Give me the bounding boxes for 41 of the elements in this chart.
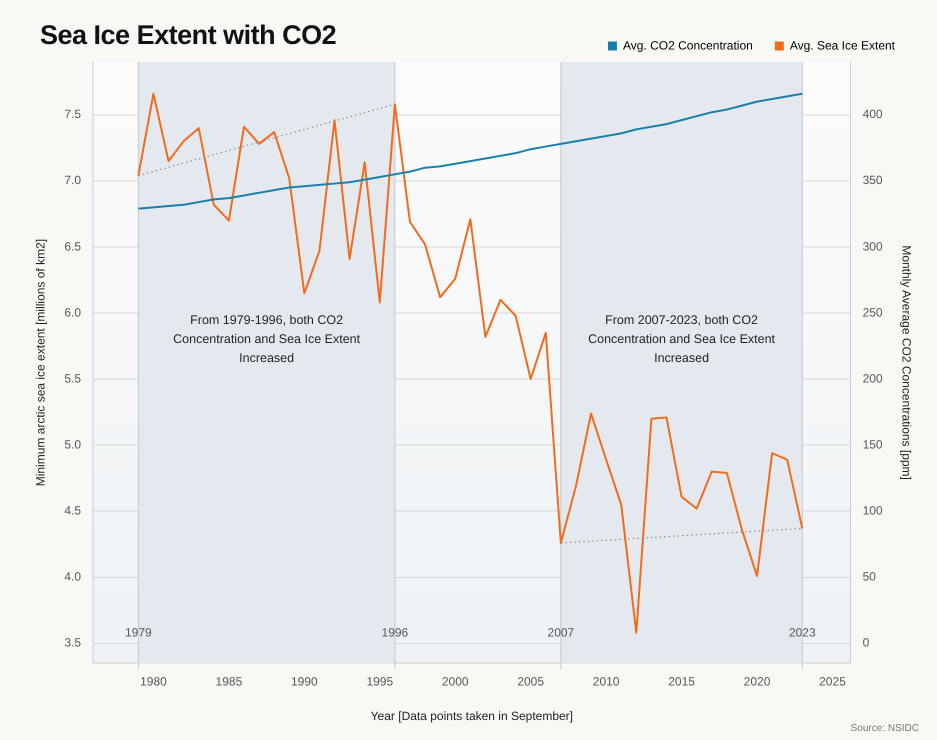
y2-tick-label: 50 <box>862 570 876 584</box>
y-tick-label: 6.0 <box>64 305 82 320</box>
y-tick-label: 4.5 <box>64 504 82 518</box>
y2-tick-label: 300 <box>862 239 883 254</box>
source-note: Source: NSIDC <box>850 722 919 734</box>
x-tick-label: 1985 <box>216 674 243 689</box>
y2-axis-title: Monthly Average CO2 Concentrations [ppm] <box>899 245 914 480</box>
x-tick-label: 1980 <box>140 674 168 689</box>
legend-label: Avg. CO2 Concentration <box>622 38 753 52</box>
x-tick-label: 1995 <box>366 674 394 689</box>
y-tick-label: 5.5 <box>64 371 82 386</box>
ref-line-label: 1996 <box>382 626 409 640</box>
ref-line-label: 2023 <box>788 626 816 640</box>
annotation: From 1979-1996, both CO2 Concentration and Sea Ice Extent Increased <box>173 312 361 365</box>
y2-tick-label: 250 <box>862 305 883 320</box>
y-tick-label: 4.0 <box>64 570 82 584</box>
x-tick-label: 2000 <box>442 674 469 689</box>
x-tick-label: 1990 <box>290 674 318 689</box>
x-tick-label: 2015 <box>668 674 696 689</box>
y-tick-label: 7.5 <box>64 107 82 122</box>
y2-tick-label: 100 <box>862 504 883 518</box>
chart-title: Sea Ice Extent with CO2 <box>40 20 336 51</box>
ref-line-label: 2007 <box>548 626 575 640</box>
annotation: From 2007-2023, both CO2 Concentration and Sea Ice Extent Increased <box>588 312 776 365</box>
y-tick-label: 3.5 <box>64 636 82 650</box>
y-tick-label: 6.5 <box>64 239 82 254</box>
ref-line-label: 1979 <box>125 626 152 640</box>
x-tick-label: 2020 <box>744 674 771 689</box>
y2-tick-label: 350 <box>862 173 883 188</box>
y2-tick-label: 400 <box>862 107 883 122</box>
y-tick-label: 5.0 <box>64 437 82 452</box>
y2-tick-label: 200 <box>862 371 883 386</box>
y2-tick-label: 150 <box>862 437 883 452</box>
x-axis-title: Year [Data points taken in September] <box>370 709 574 724</box>
y-axis-title: Minimum arctic sea ice extent [millions of km2] <box>34 238 48 486</box>
legend-label: Avg. Sea Ice Extent <box>790 38 896 52</box>
x-tick-label: 2025 <box>819 674 846 689</box>
x-tick-label: 2005 <box>517 674 544 689</box>
y-tick-label: 7.0 <box>64 173 82 188</box>
x-tick-label: 2010 <box>592 674 620 689</box>
y2-tick-label: 0 <box>862 636 870 650</box>
